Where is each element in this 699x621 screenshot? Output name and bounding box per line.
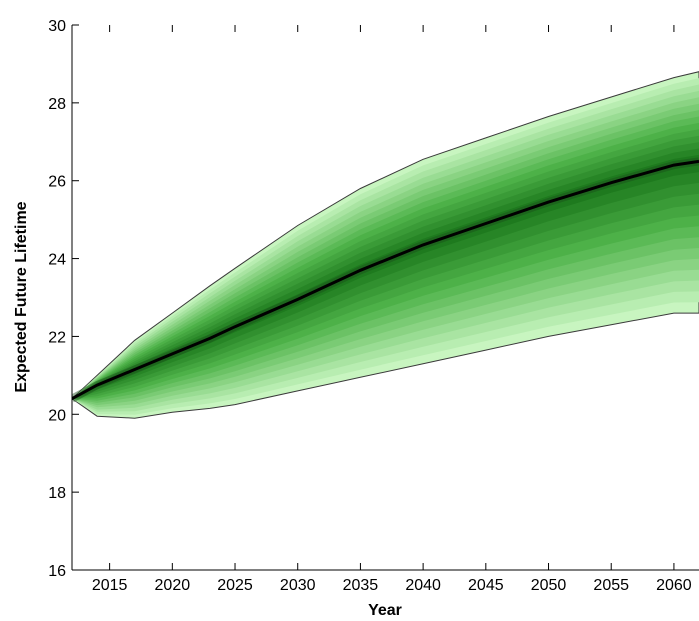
x-tick-label: 2040: [405, 577, 441, 594]
median-line: [72, 159, 699, 401]
y-tick-label: 28: [48, 96, 66, 113]
x-tick-label: 2035: [343, 577, 379, 594]
forecast-bands: [72, 71, 699, 419]
median-line-group: [72, 157, 699, 403]
x-axis-label: Year: [368, 602, 402, 619]
y-tick-label: 18: [48, 485, 66, 502]
y-tick-label: 24: [48, 252, 66, 269]
x-tick-label: 2030: [280, 577, 316, 594]
x-tick-label: 2025: [217, 577, 253, 594]
band-13: [72, 154, 699, 399]
x-tick-label: 2050: [531, 577, 567, 594]
x-tick-label: 2055: [593, 577, 629, 594]
x-tick-label: 2020: [155, 577, 191, 594]
y-tick-label: 30: [48, 18, 66, 35]
y-axis-label: Expected Future Lifetime: [13, 201, 30, 392]
y-tick-label: 22: [48, 329, 66, 346]
y-tick-label: 16: [48, 563, 66, 580]
x-tick-label: 2015: [92, 577, 128, 594]
x-tick-label: 2060: [656, 577, 692, 594]
axes: 16 18 20 22 24 26 28 30 2015 2020 2025 2030 2035 2040…: [48, 18, 699, 594]
y-tick-label: 26: [48, 174, 66, 191]
y-tick-label: 20: [48, 407, 66, 424]
x-tick-label: 2045: [468, 577, 504, 594]
